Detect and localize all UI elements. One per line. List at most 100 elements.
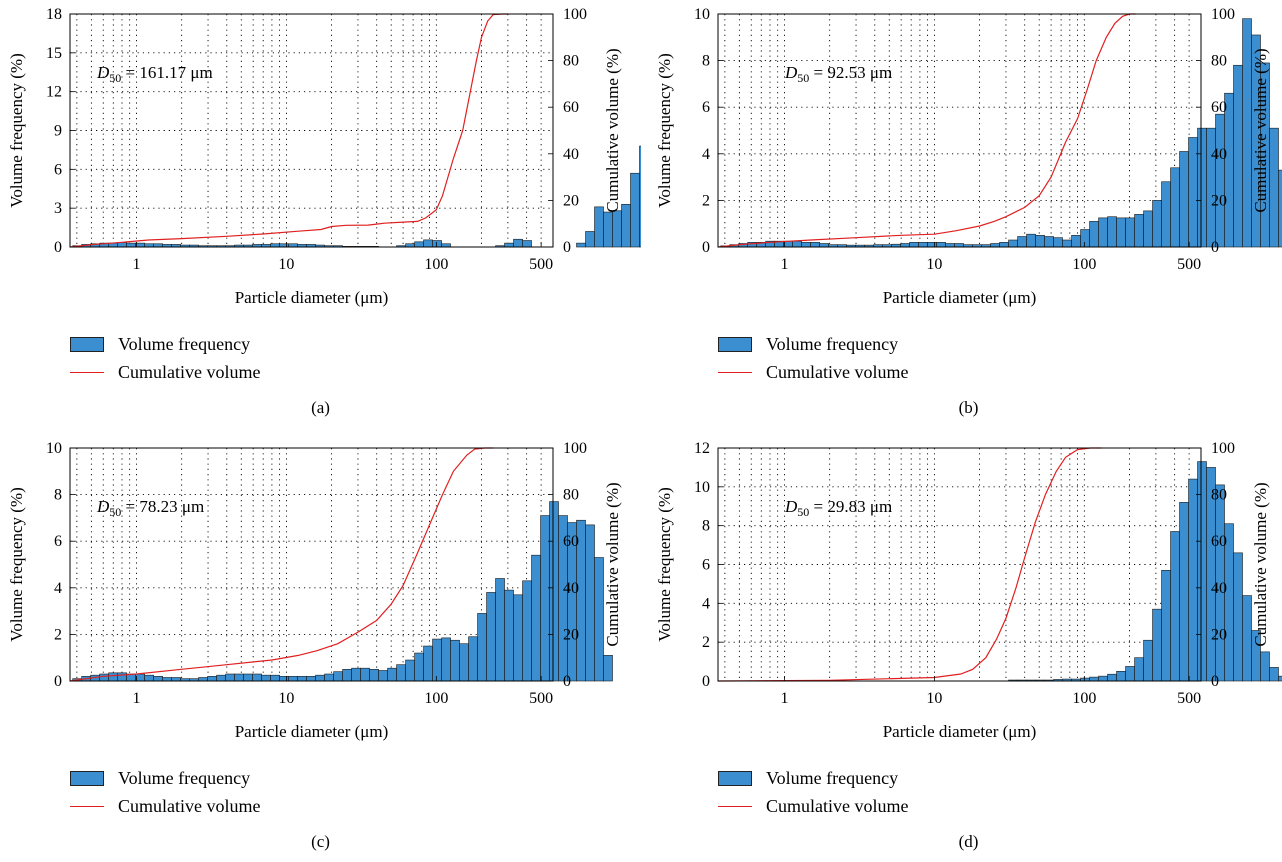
legend-bar-swatch [70,336,104,352]
legend-label: Volume frequency [766,768,899,788]
d50-annotation: D50 = 161.17 μm [96,63,213,85]
bars [1008,461,1282,682]
histogram-bar [1233,64,1243,248]
histogram-bar [1143,210,1153,248]
y-tick-label-left: 8 [702,53,710,70]
histogram-bar [333,671,343,682]
grid [718,448,1201,681]
y-axis-left: 0 3 6 9 12 15 18 [46,6,75,256]
histogram-bar [351,667,361,682]
x-tick-label: 100 [424,256,448,273]
histogram-bar [639,145,641,248]
y-tick-label-right: 20 [563,626,579,643]
histogram-bar [459,643,469,682]
histogram-bar [477,613,487,682]
x-tick-label: 10 [926,690,942,707]
y-axis-right: 0 20 40 60 80 100 [1196,440,1235,690]
y-axis-right: 0 20 40 60 80 100 [548,6,587,256]
y-tick-label-left: 10 [694,6,710,23]
x-tick-label: 500 [1177,690,1201,707]
chart-svg-b: 1 10 100 500 Particle diameter (μm) 0 2 4 6 8 10 Vo… [655,6,1282,307]
x-tick-label: 100 [1072,256,1096,273]
legend-label: Volume frequency [118,768,251,788]
histogram-bar [621,203,631,248]
histogram-bar [900,243,910,248]
y-tick-label-right: 100 [563,440,587,457]
legend-bar-swatch [718,336,752,352]
legend-item-cumulative-volume: Cumulative volume [718,792,908,820]
histogram-bar [1215,113,1225,248]
histogram-bar [1134,657,1144,682]
x-axis: 1 10 100 500 [781,242,1201,273]
legend-label: Cumulative volume [766,362,909,382]
x-tick-label: 1 [133,256,141,273]
y-tick-label-left: 4 [702,146,710,163]
y-tick-label-left: 4 [54,580,62,597]
y-axis-left: 0 2 4 6 8 10 [694,6,723,256]
histogram-bar [522,240,532,248]
histogram-bar [135,673,145,682]
y-tick-label-left: 12 [694,440,710,457]
chart-svg-d: 1 10 100 500 Particle diameter (μm) 0 2 4 6 8 10 12… [655,440,1282,741]
legend-item-volume-frequency: Volume frequency [718,764,908,792]
histogram-bar [1008,239,1018,248]
y-tick-label-left: 3 [54,200,62,217]
cumulative-volume-line [717,447,1102,682]
y-tick-label-right: 100 [563,6,587,23]
x-axis-title: Particle diameter (μm) [235,288,389,307]
histogram-bar [909,242,919,248]
histogram-bar [1044,236,1054,248]
y-axis-title-left: Volume frequency (%) [7,53,26,208]
y-tick-label-left: 6 [702,99,710,116]
y-axis-left: 0 2 4 6 8 10 [46,440,75,690]
histogram-bar [486,592,496,682]
legend-line-swatch [718,371,752,373]
histogram-bar [297,676,307,682]
histogram-bar [369,669,379,682]
histogram-bar [603,211,613,248]
histogram-bar [1053,237,1063,248]
legend-item-volume-frequency: Volume frequency [70,330,260,358]
x-tick-label: 1 [781,256,789,273]
histogram-bar [108,672,118,682]
histogram-bar [801,242,811,248]
histogram-bar [1170,167,1180,248]
histogram-bar [504,242,514,248]
histogram-bar [279,676,289,682]
legend-label: Volume frequency [118,334,251,354]
histogram-bar [1224,92,1234,248]
y-tick-label-left: 10 [46,440,62,457]
bars [720,18,1282,248]
histogram-bar [423,239,433,248]
histogram-bar [1062,239,1072,248]
y-tick-label-right: 40 [563,580,579,597]
y-tick-label-right: 60 [563,533,579,550]
y-tick-label-right: 100 [1211,440,1235,457]
x-axis: 1 10 100 500 [133,242,553,273]
panel-label: (c) [311,832,330,851]
histogram-bar [414,652,424,682]
histogram-bar [1071,235,1081,248]
histogram-bar [117,242,127,248]
histogram-bar [315,674,325,682]
histogram-bar [360,667,370,682]
y-tick-label-right: 20 [1211,626,1227,643]
x-tick-label: 500 [1177,256,1201,273]
y-axis-title-left: Volume frequency (%) [655,53,674,208]
y-tick-label-left: 9 [54,123,62,140]
legend: Volume frequency Cumulative volume [70,330,260,386]
histogram-bar [1035,235,1045,248]
histogram-bar [1089,221,1099,248]
histogram-bar [927,242,937,248]
chart-svg-a: 1 10 100 500 Particle diameter (μm) 0 3 6 9 12 15 1… [7,6,641,307]
legend-item-cumulative-volume: Cumulative volume [70,792,260,820]
y-axis-title-right: Cumulative volume (%) [603,48,622,212]
histogram-bar [378,670,388,682]
plot-frame [69,13,554,248]
histogram-bar [612,210,622,248]
histogram-bar [288,676,298,682]
histogram-bar [1161,570,1171,682]
y-tick-label-left: 0 [702,239,710,256]
y-tick-label-right: 40 [1211,146,1227,163]
histogram-bar [585,231,595,248]
